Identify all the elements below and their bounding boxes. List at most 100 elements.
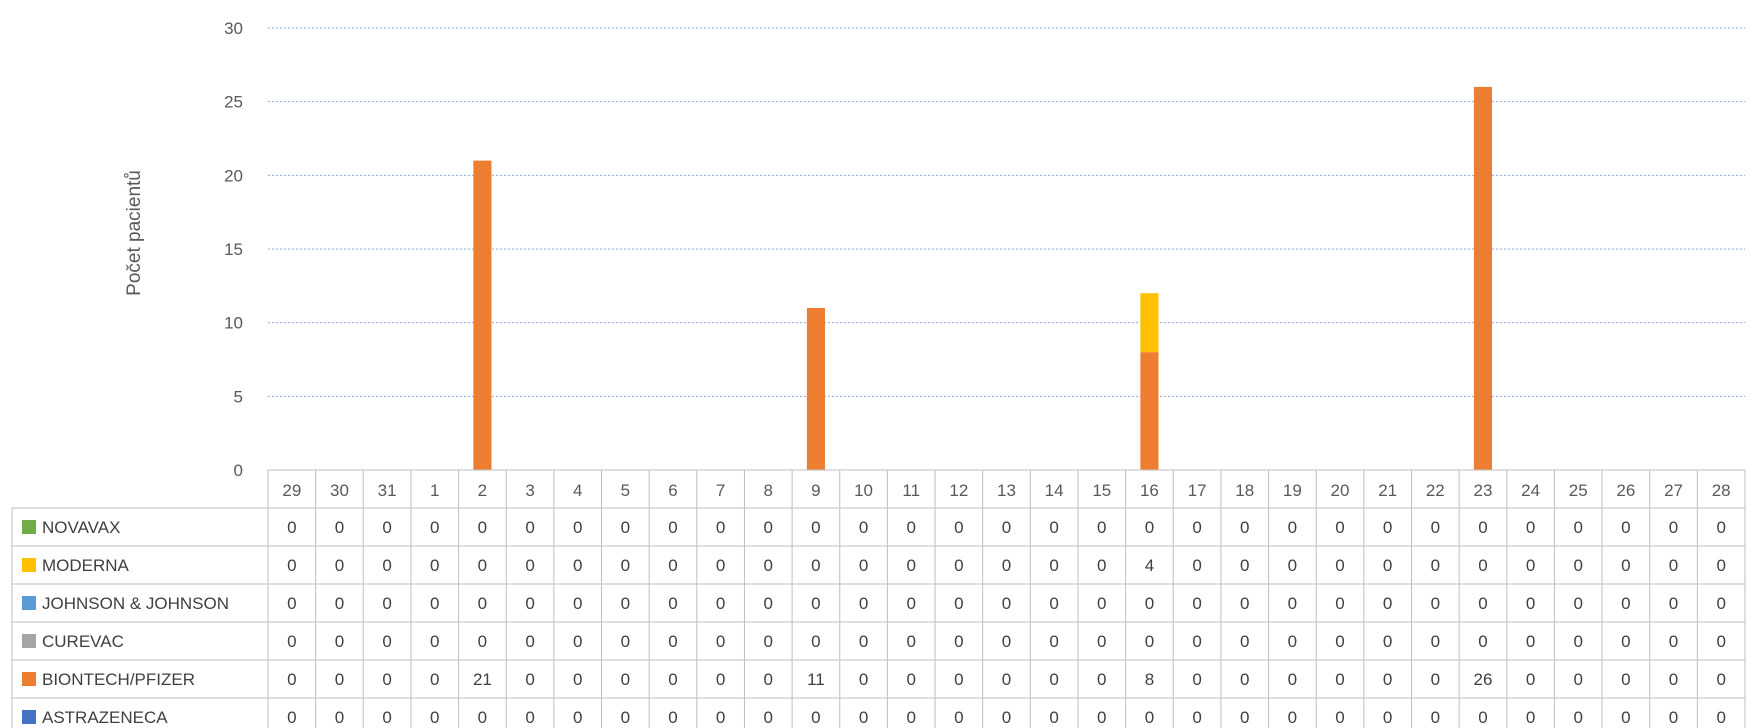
x-tick-label: 10 — [854, 481, 873, 500]
data-label: 0 — [1288, 632, 1297, 651]
data-label: 0 — [1049, 708, 1058, 727]
data-label: 0 — [1383, 670, 1392, 689]
data-label: 0 — [859, 632, 868, 651]
data-label: 0 — [1478, 556, 1487, 575]
data-label: 0 — [1526, 594, 1535, 613]
data-label: 0 — [954, 708, 963, 727]
data-label: 0 — [716, 708, 725, 727]
legend-label: JOHNSON & JOHNSON — [42, 594, 229, 613]
x-tick-label: 4 — [573, 481, 582, 500]
data-label: 0 — [1288, 518, 1297, 537]
data-label: 0 — [954, 518, 963, 537]
data-label: 0 — [1145, 518, 1154, 537]
data-label: 0 — [1383, 556, 1392, 575]
x-tick-label: 3 — [525, 481, 534, 500]
data-label: 0 — [478, 708, 487, 727]
data-label: 0 — [906, 708, 915, 727]
data-label: 0 — [906, 556, 915, 575]
x-tick-label: 9 — [811, 481, 820, 500]
data-label: 0 — [668, 556, 677, 575]
data-label: 0 — [906, 632, 915, 651]
x-tick-label: 16 — [1140, 481, 1159, 500]
data-label: 0 — [430, 670, 439, 689]
data-label: 0 — [668, 594, 677, 613]
y-tick-label: 5 — [234, 387, 243, 406]
x-tick-label: 14 — [1045, 481, 1064, 500]
data-label: 0 — [478, 632, 487, 651]
data-label: 0 — [573, 594, 582, 613]
data-label: 0 — [811, 518, 820, 537]
data-label: 0 — [1716, 670, 1725, 689]
data-label: 0 — [525, 556, 534, 575]
data-label: 0 — [1288, 556, 1297, 575]
data-label: 0 — [573, 518, 582, 537]
x-tick-label: 1 — [430, 481, 439, 500]
data-label: 0 — [1621, 594, 1630, 613]
data-label: 0 — [1288, 594, 1297, 613]
legend-swatch — [22, 710, 36, 724]
legend-label: NOVAVAX — [42, 518, 120, 537]
data-label: 0 — [1716, 556, 1725, 575]
data-label: 0 — [1431, 594, 1440, 613]
data-label: 0 — [1716, 518, 1725, 537]
data-label: 0 — [621, 518, 630, 537]
data-label: 0 — [1002, 632, 1011, 651]
y-tick-label: 10 — [224, 314, 243, 333]
data-label: 0 — [430, 708, 439, 727]
data-label: 0 — [430, 632, 439, 651]
data-label: 0 — [1574, 518, 1583, 537]
data-label: 0 — [1526, 670, 1535, 689]
data-label: 0 — [1669, 556, 1678, 575]
data-label: 0 — [335, 518, 344, 537]
data-label: 0 — [1431, 632, 1440, 651]
data-label: 0 — [621, 708, 630, 727]
data-label: 0 — [716, 632, 725, 651]
data-label: 0 — [1192, 632, 1201, 651]
data-label: 0 — [1002, 556, 1011, 575]
data-label: 0 — [1478, 708, 1487, 727]
data-label: 0 — [1335, 518, 1344, 537]
data-label: 0 — [859, 670, 868, 689]
data-label: 0 — [573, 708, 582, 727]
x-tick-label: 22 — [1426, 481, 1445, 500]
data-label: 0 — [1335, 632, 1344, 651]
legend-swatch — [22, 634, 36, 648]
data-label: 0 — [1049, 556, 1058, 575]
data-label: 0 — [382, 632, 391, 651]
data-label: 0 — [1097, 518, 1106, 537]
data-label: 0 — [1192, 518, 1201, 537]
data-label: 0 — [1716, 708, 1725, 727]
data-label: 0 — [1478, 594, 1487, 613]
data-label: 0 — [1431, 518, 1440, 537]
data-label: 0 — [1335, 594, 1344, 613]
x-tick-label: 24 — [1521, 481, 1540, 500]
bar-segment — [1140, 352, 1159, 470]
x-tick-label: 28 — [1712, 481, 1731, 500]
x-tick-label: 15 — [1092, 481, 1111, 500]
data-label: 0 — [335, 594, 344, 613]
data-label: 0 — [621, 594, 630, 613]
data-label: 0 — [1478, 518, 1487, 537]
data-label: 0 — [1574, 556, 1583, 575]
data-label: 0 — [954, 556, 963, 575]
data-label: 0 — [1335, 670, 1344, 689]
data-label: 0 — [1002, 594, 1011, 613]
data-label: 0 — [1049, 632, 1058, 651]
data-label: 0 — [906, 670, 915, 689]
data-label: 0 — [1526, 518, 1535, 537]
bar-segment — [473, 160, 492, 470]
data-label: 0 — [1240, 708, 1249, 727]
y-tick-label: 15 — [224, 240, 243, 259]
data-label: 0 — [764, 708, 773, 727]
data-label: 0 — [859, 556, 868, 575]
data-label: 0 — [525, 632, 534, 651]
data-label: 0 — [1431, 556, 1440, 575]
data-label: 0 — [287, 632, 296, 651]
y-axis-label: Počet pacientů — [124, 170, 145, 296]
data-label: 0 — [1383, 632, 1392, 651]
data-label: 0 — [287, 556, 296, 575]
data-label: 0 — [1574, 708, 1583, 727]
data-label: 0 — [1431, 670, 1440, 689]
data-label: 0 — [621, 632, 630, 651]
